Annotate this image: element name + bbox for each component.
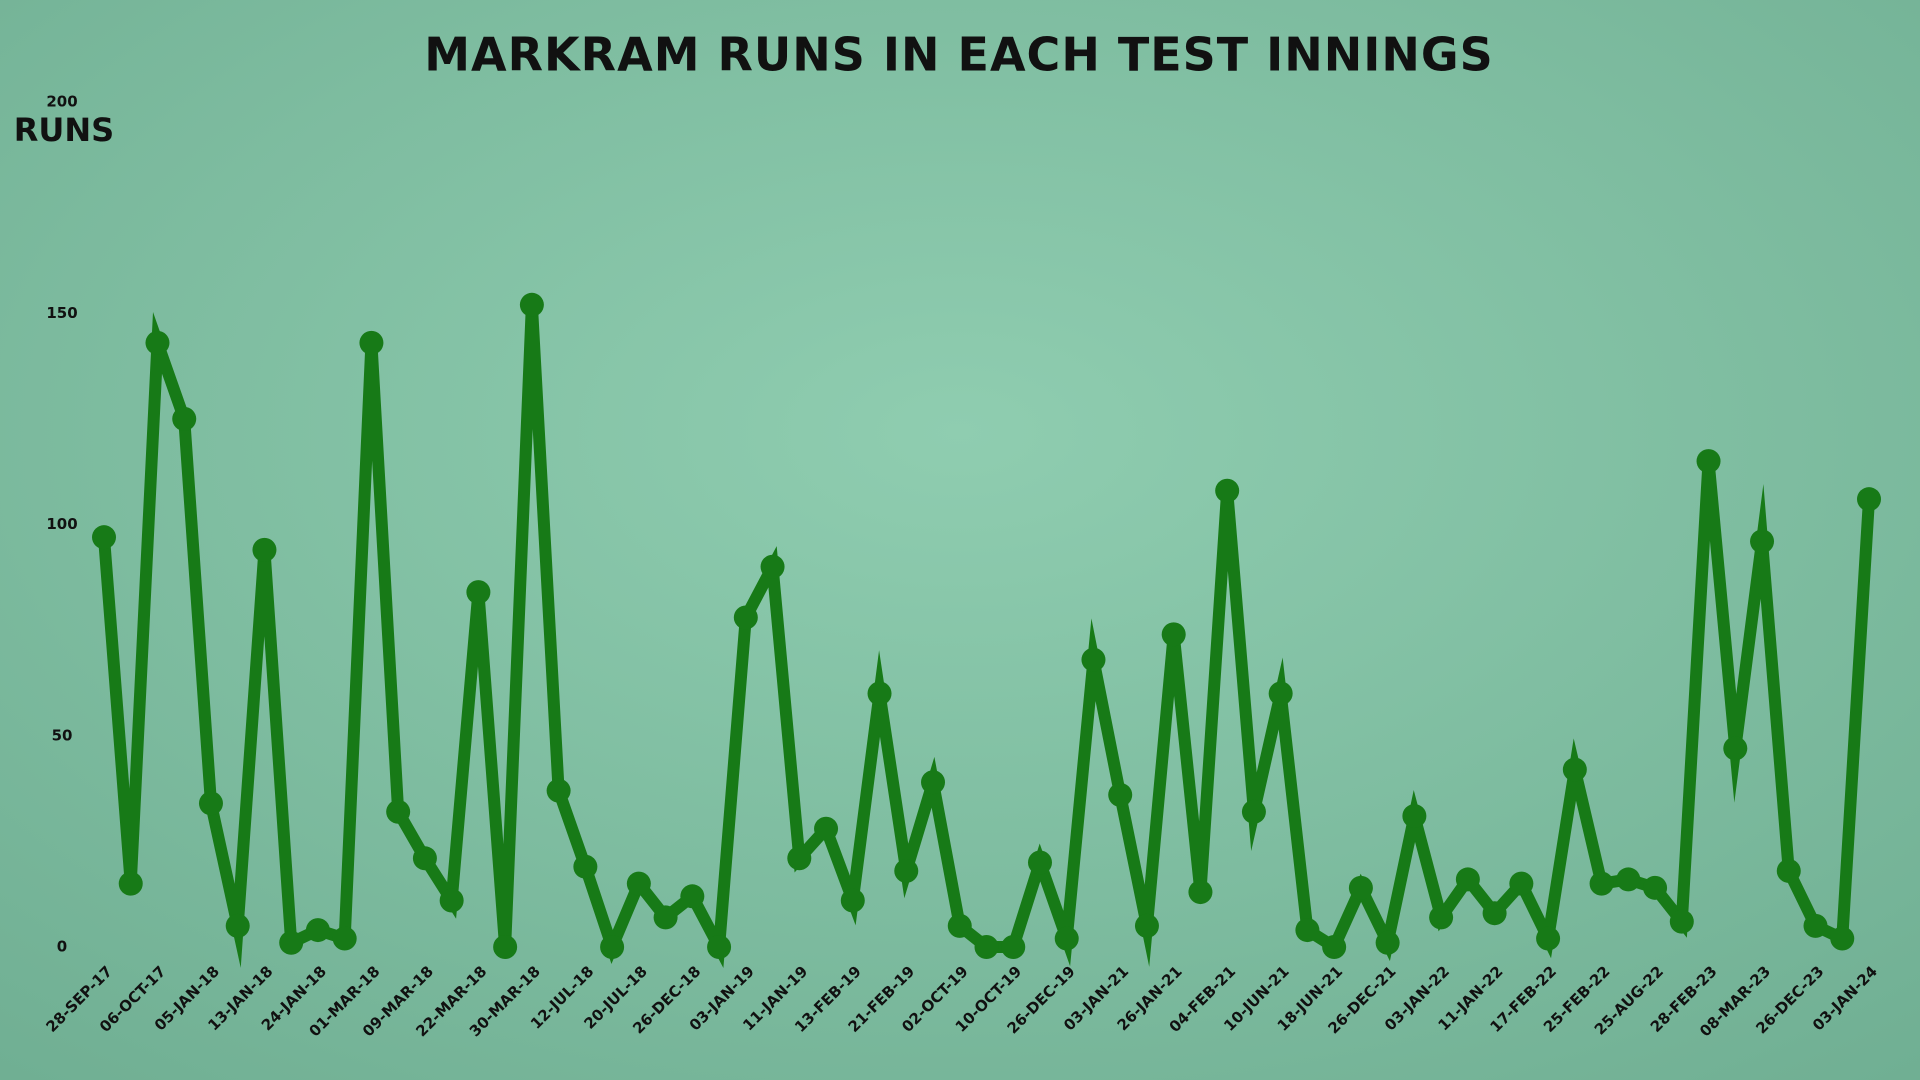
data-point xyxy=(1455,867,1480,892)
data-point xyxy=(493,935,518,959)
data-point xyxy=(305,918,330,943)
data-point xyxy=(252,537,277,562)
data-point xyxy=(1295,918,1320,943)
data-point xyxy=(412,846,437,871)
data-point xyxy=(1669,909,1694,934)
data-point xyxy=(947,913,972,938)
data-point xyxy=(1001,935,1026,959)
data-point xyxy=(225,913,250,938)
data-point xyxy=(1429,905,1454,930)
data-point xyxy=(626,871,651,896)
data-point xyxy=(1857,487,1881,512)
data-point xyxy=(386,799,411,824)
data-point xyxy=(1562,757,1587,782)
data-point xyxy=(921,770,946,795)
data-point xyxy=(760,554,785,579)
data-point xyxy=(680,884,705,909)
y-tick-label: 0 xyxy=(57,938,67,956)
data-point xyxy=(439,888,464,913)
data-point xyxy=(840,888,865,913)
data-point xyxy=(1375,930,1400,955)
y-tick-label: 100 xyxy=(46,515,77,533)
data-point xyxy=(1482,901,1507,926)
data-point xyxy=(1348,875,1373,900)
data-point xyxy=(145,330,170,355)
data-point xyxy=(1027,850,1052,875)
data-point xyxy=(814,816,839,841)
data-point xyxy=(1750,529,1775,554)
data-point xyxy=(466,580,491,605)
data-point xyxy=(600,935,625,959)
data-point xyxy=(359,330,384,355)
data-point xyxy=(1161,622,1186,647)
data-point xyxy=(1616,867,1641,892)
data-point xyxy=(92,525,116,550)
data-point xyxy=(1054,926,1079,951)
data-point xyxy=(1509,871,1534,896)
data-point xyxy=(279,930,304,955)
data-point xyxy=(573,854,598,879)
data-point xyxy=(1696,449,1721,474)
data-point xyxy=(894,858,919,883)
data-point xyxy=(519,292,544,317)
data-point xyxy=(1643,875,1668,900)
data-point xyxy=(1215,478,1240,503)
data-point xyxy=(653,905,678,930)
data-point xyxy=(1134,913,1159,938)
data-point xyxy=(1108,782,1133,807)
y-tick-label: 50 xyxy=(52,726,73,744)
y-tick-label: 200 xyxy=(46,93,77,111)
data-point xyxy=(332,926,357,951)
data-point xyxy=(974,935,999,959)
data-point xyxy=(1241,799,1266,824)
data-point xyxy=(1589,871,1614,896)
data-point xyxy=(172,406,197,431)
data-point xyxy=(733,605,758,630)
data-point xyxy=(1723,736,1748,761)
data-point xyxy=(1776,858,1801,883)
data-point xyxy=(1803,913,1828,938)
data-point xyxy=(198,791,223,816)
data-point xyxy=(1268,681,1293,706)
data-point xyxy=(867,681,892,706)
data-point xyxy=(118,871,143,896)
y-tick-label: 150 xyxy=(46,304,77,322)
data-point xyxy=(787,846,812,871)
data-point xyxy=(1188,880,1213,905)
data-point xyxy=(1536,926,1561,951)
data-point xyxy=(1081,647,1106,672)
data-point xyxy=(707,935,732,959)
data-point xyxy=(1830,926,1855,951)
chart-title: MARKRAM RUNS IN EACH TEST INNINGS xyxy=(424,28,1494,82)
data-point xyxy=(546,778,571,803)
data-point xyxy=(1322,935,1347,959)
y-axis-label: RUNS xyxy=(14,111,114,149)
data-point xyxy=(1402,804,1427,829)
